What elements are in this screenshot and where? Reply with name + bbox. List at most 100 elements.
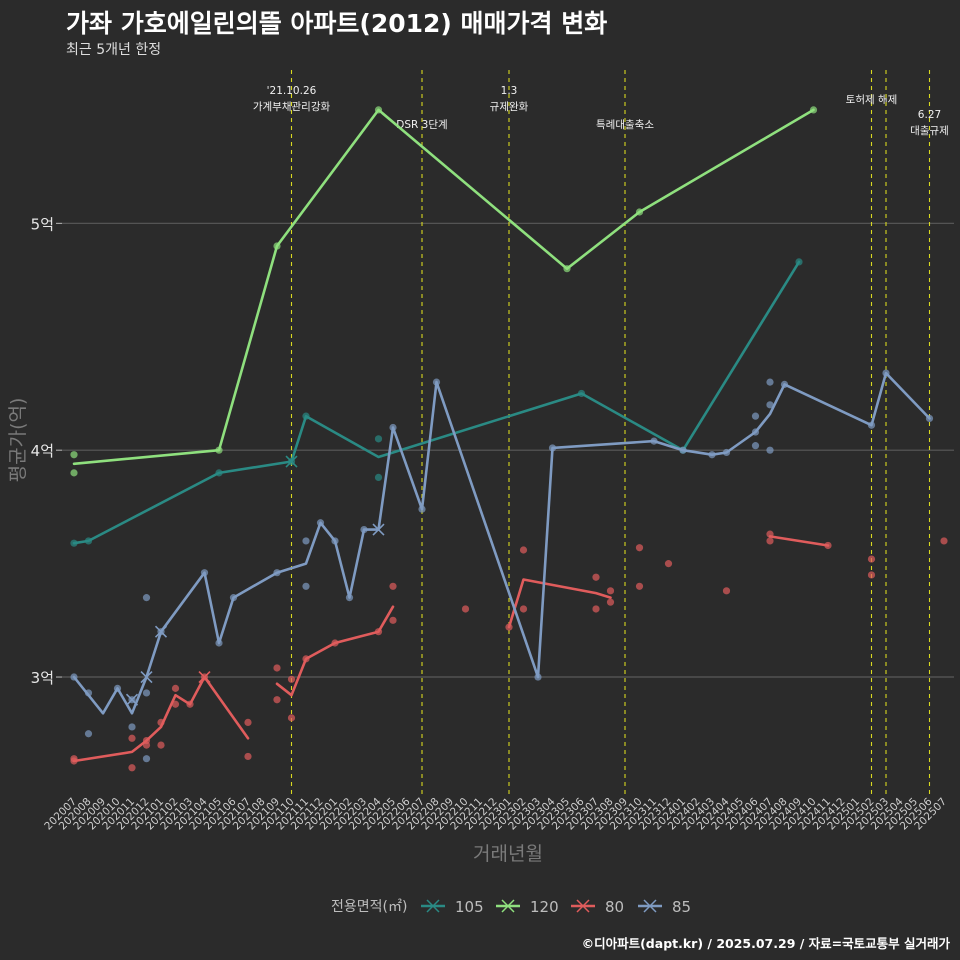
data-point-85	[432, 378, 441, 386]
data-point-80	[766, 537, 774, 545]
data-point-85	[882, 369, 890, 377]
cross-marker-85	[140, 670, 153, 684]
series-layer	[70, 106, 948, 772]
data-point-80	[766, 530, 774, 538]
data-point-80	[940, 537, 948, 545]
series-line-80	[72, 675, 250, 763]
cross-marker-85	[372, 523, 385, 536]
data-point-80	[287, 675, 296, 683]
data-point-80	[592, 605, 600, 613]
data-point-80	[142, 736, 151, 745]
data-point-105	[215, 469, 223, 477]
legend-label-105: 105	[455, 898, 484, 916]
legend-swatch-cross-80	[576, 899, 590, 913]
legend-swatch-cross-85	[643, 899, 657, 913]
data-point-80	[244, 752, 252, 761]
y-tick-label: 4억	[31, 442, 54, 460]
legend-label-120: 120	[530, 898, 559, 916]
data-point-120	[635, 208, 644, 216]
data-point-120	[70, 451, 78, 459]
data-point-85	[302, 582, 310, 590]
data-point-85	[215, 639, 223, 647]
data-point-80	[157, 718, 165, 727]
series-line-105	[72, 260, 801, 545]
data-point-105	[374, 473, 383, 482]
data-point-80	[592, 573, 600, 581]
data-point-80	[606, 587, 615, 595]
data-point-85	[331, 537, 339, 545]
data-point-80	[664, 560, 673, 568]
event-annotation: DSR 3단계	[396, 119, 447, 131]
legend-title: 전용면적(㎡)	[331, 899, 407, 915]
data-point-85	[708, 451, 716, 459]
legend-label-85: 85	[672, 898, 691, 916]
data-point-80	[331, 639, 339, 647]
data-point-85	[302, 537, 310, 545]
data-point-120	[273, 242, 281, 250]
data-point-85	[360, 525, 368, 534]
data-point-105	[374, 435, 383, 443]
data-point-80	[128, 764, 136, 772]
data-point-80	[519, 546, 528, 554]
cross-marker-85	[154, 625, 168, 638]
data-point-105	[84, 537, 93, 545]
data-point-80	[171, 700, 180, 708]
event-annotation: '21.10.26	[267, 85, 317, 97]
data-point-80	[635, 582, 644, 590]
series-105	[70, 258, 803, 547]
data-point-80	[302, 655, 310, 663]
data-point-85	[925, 414, 934, 423]
data-point-80	[287, 714, 296, 722]
data-point-85	[751, 442, 760, 450]
data-point-85	[418, 505, 426, 513]
data-point-80	[867, 555, 876, 563]
event-annotation: 1.3	[501, 85, 518, 97]
data-point-120	[809, 106, 818, 114]
series-line-80	[768, 535, 830, 547]
data-point-80	[722, 587, 731, 595]
data-point-85	[273, 569, 281, 577]
legend-label-80: 80	[605, 898, 624, 916]
legend-swatch-cross-105	[426, 899, 440, 913]
data-point-85	[534, 673, 542, 681]
data-point-80	[519, 605, 528, 613]
data-point-80	[70, 757, 78, 765]
grid-lines	[62, 222, 954, 678]
data-point-80	[273, 664, 281, 672]
data-point-85	[548, 444, 557, 452]
cross-marker-105	[285, 455, 298, 468]
series-80	[70, 530, 948, 772]
x-axis-title: 거래년월	[473, 843, 543, 865]
source-caption: ©디아파트(dapt.kr) / 2025.07.29 / 자료=국토교통부 실…	[581, 936, 950, 951]
event-annotation: 특례대출축소	[596, 119, 654, 131]
data-point-80	[157, 741, 165, 749]
data-point-85	[679, 446, 687, 454]
chart-subtitle: 최근 5개년 한정	[66, 42, 162, 58]
data-point-120	[374, 106, 383, 114]
data-point-80	[389, 616, 397, 624]
data-point-120	[215, 446, 223, 454]
data-point-85	[751, 428, 760, 436]
data-point-85	[766, 378, 774, 386]
chart-title: 가좌 가호에일린의뜰 아파트(2012) 매매가격 변화	[66, 9, 608, 38]
event-annotation: 규제완화	[490, 100, 529, 113]
data-point-85	[751, 412, 760, 420]
y-tick-label: 5억	[31, 215, 54, 233]
data-point-85	[867, 421, 876, 429]
series-85	[70, 369, 934, 763]
cross-marker-80	[198, 670, 211, 684]
series-line-80	[275, 605, 395, 697]
series-line-85	[72, 371, 931, 715]
data-point-105	[577, 389, 586, 398]
data-point-80	[244, 718, 252, 727]
y-axis-title: 평균가(억)	[7, 398, 29, 483]
event-annotation: 토허제 해제	[846, 93, 898, 106]
data-point-80	[171, 684, 180, 692]
data-point-85	[766, 446, 774, 454]
data-point-85	[650, 437, 658, 445]
data-point-85	[766, 401, 774, 409]
data-point-80	[867, 571, 876, 579]
data-point-80	[186, 700, 194, 708]
